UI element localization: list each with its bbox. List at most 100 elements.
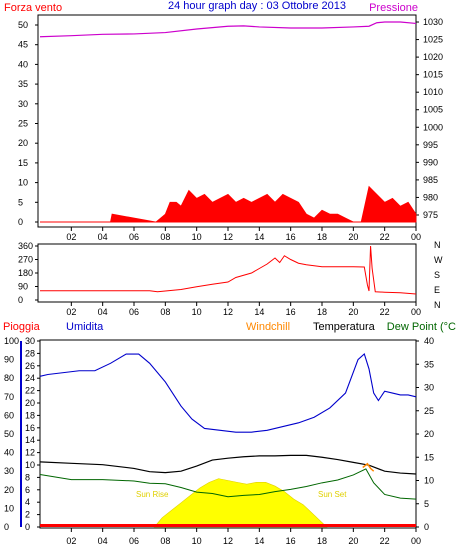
rain-y-tick-label: 8 bbox=[25, 472, 30, 482]
temp-y-tick-label: 15 bbox=[424, 452, 434, 462]
wind-y-tick-label: 25 bbox=[18, 119, 28, 129]
humidity-y-tick-label: 20 bbox=[4, 485, 14, 495]
humidity-y-tick-label: 0 bbox=[4, 522, 9, 532]
p3-x-tick-label: 14 bbox=[254, 536, 264, 546]
p3-x-tick-label: 20 bbox=[348, 536, 358, 546]
humidity-y-tick-label: 70 bbox=[4, 392, 14, 402]
pressure-y-tick-label: 1020 bbox=[423, 52, 443, 62]
compass-label: E bbox=[434, 285, 440, 295]
series-dew-point bbox=[39, 468, 417, 500]
series-wind-speed bbox=[40, 185, 417, 223]
panel-wind-direction-frame bbox=[37, 243, 417, 303]
wind-y-tick-label: 10 bbox=[18, 178, 28, 188]
series-rain bbox=[40, 524, 416, 527]
humidity-y-tick-label: 30 bbox=[4, 466, 14, 476]
rain-y-tick-label: 22 bbox=[25, 386, 35, 396]
p2-x-tick-label: 22 bbox=[380, 307, 390, 317]
p1-x-tick-label: 18 bbox=[317, 232, 327, 242]
pressure-y-tick-label: 1000 bbox=[423, 122, 443, 132]
panel-wind-pressure-frame bbox=[37, 14, 417, 228]
rain-y-tick-label: 14 bbox=[25, 435, 35, 445]
series-humidity bbox=[39, 353, 417, 433]
compass-label: N bbox=[434, 240, 441, 250]
humidity-y-tick-label: 80 bbox=[4, 373, 14, 383]
p1-x-tick-label: 04 bbox=[98, 232, 108, 242]
temp-y-tick-label: 10 bbox=[424, 476, 434, 486]
humidity-y-tick-label: 100 bbox=[4, 336, 19, 346]
rain-label: Pioggia bbox=[3, 321, 41, 333]
pressure-y-tick-label: 990 bbox=[423, 157, 438, 167]
p3-x-tick-label: 10 bbox=[192, 536, 202, 546]
pressure-label: Pressione bbox=[369, 2, 418, 14]
p2-x-tick-label: 18 bbox=[317, 307, 327, 317]
humidity-y-tick-label: 60 bbox=[4, 410, 14, 420]
dir-y-tick-label: 270 bbox=[18, 255, 33, 265]
p2-x-tick-label: 16 bbox=[286, 307, 296, 317]
p3-x-tick-label: 12 bbox=[223, 536, 233, 546]
compass-label: N bbox=[434, 300, 441, 310]
dir-y-tick-label: 0 bbox=[18, 295, 23, 305]
rain-y-tick-label: 30 bbox=[25, 336, 35, 346]
p1-x-tick-label: 08 bbox=[160, 232, 170, 242]
p3-x-tick-label: 04 bbox=[98, 536, 108, 546]
wind-y-tick-label: 45 bbox=[18, 40, 28, 50]
p3-x-tick-label: 18 bbox=[317, 536, 327, 546]
rain-y-tick-label: 2 bbox=[25, 510, 30, 520]
p3-x-tick-label: 00 bbox=[411, 536, 421, 546]
rain-y-tick-label: 24 bbox=[25, 373, 35, 383]
p3-x-tick-label: 06 bbox=[129, 536, 139, 546]
wind-y-tick-label: 5 bbox=[18, 197, 23, 207]
p2-x-tick-label: 00 bbox=[411, 307, 421, 317]
rain-y-tick-label: 10 bbox=[25, 460, 35, 470]
p1-x-tick-label: 16 bbox=[286, 232, 296, 242]
p1-x-tick-label: 10 bbox=[192, 232, 202, 242]
panel-wind-pressure: Forza vento 24 hour graph day : 03 Ottob… bbox=[4, 0, 443, 242]
rain-y-tick-label: 4 bbox=[25, 497, 30, 507]
p2-x-tick-label: 14 bbox=[254, 307, 264, 317]
pressure-y-tick-label: 1030 bbox=[423, 17, 443, 27]
temp-y-tick-label: 20 bbox=[424, 429, 434, 439]
rain-y-tick-label: 12 bbox=[25, 448, 35, 458]
temperature-label: Temperatura bbox=[313, 321, 376, 333]
sunrise-label: Sun Rise bbox=[136, 490, 169, 499]
wind-label: Forza vento bbox=[4, 2, 62, 14]
chart-title: 24 hour graph day : 03 Ottobre 2013 bbox=[168, 0, 346, 12]
humidity-y-tick-label: 50 bbox=[4, 429, 14, 439]
p2-x-tick-label: 04 bbox=[98, 307, 108, 317]
rain-y-tick-label: 6 bbox=[25, 485, 30, 495]
rain-y-tick-label: 26 bbox=[25, 361, 35, 371]
p1-x-tick-label: 02 bbox=[66, 232, 76, 242]
p3-x-tick-label: 08 bbox=[160, 536, 170, 546]
wind-y-tick-label: 50 bbox=[18, 20, 28, 30]
windchill-label: Windchill bbox=[246, 321, 290, 333]
p2-x-tick-label: 08 bbox=[160, 307, 170, 317]
wind-y-tick-label: 35 bbox=[18, 79, 28, 89]
rain-y-tick-label: 20 bbox=[25, 398, 35, 408]
series-solar bbox=[153, 478, 328, 528]
p1-x-tick-label: 06 bbox=[129, 232, 139, 242]
temp-y-tick-label: 30 bbox=[424, 383, 434, 393]
compass-label: W bbox=[434, 255, 443, 265]
p2-x-tick-label: 10 bbox=[192, 307, 202, 317]
rain-y-tick-label: 16 bbox=[25, 423, 35, 433]
series-wind-direction bbox=[40, 245, 417, 295]
wind-y-tick-label: 15 bbox=[18, 158, 28, 168]
wind-y-tick-label: 30 bbox=[18, 99, 28, 109]
pressure-y-tick-label: 1025 bbox=[423, 35, 443, 45]
p3-x-tick-label: 16 bbox=[286, 536, 296, 546]
pressure-y-tick-label: 985 bbox=[423, 175, 438, 185]
humidity-y-tick-label: 40 bbox=[4, 448, 14, 458]
wind-y-tick-label: 0 bbox=[18, 217, 23, 227]
p2-x-tick-label: 12 bbox=[223, 307, 233, 317]
series-pressure bbox=[39, 21, 417, 38]
pressure-y-tick-label: 1010 bbox=[423, 87, 443, 97]
temp-y-tick-label: 35 bbox=[424, 359, 434, 369]
temp-y-tick-label: 5 bbox=[424, 499, 429, 509]
temp-y-tick-label: 40 bbox=[424, 336, 434, 346]
rain-y-tick-label: 28 bbox=[25, 348, 35, 358]
wind-y-tick-label: 20 bbox=[18, 138, 28, 148]
humidity-y-tick-label: 90 bbox=[4, 355, 14, 365]
